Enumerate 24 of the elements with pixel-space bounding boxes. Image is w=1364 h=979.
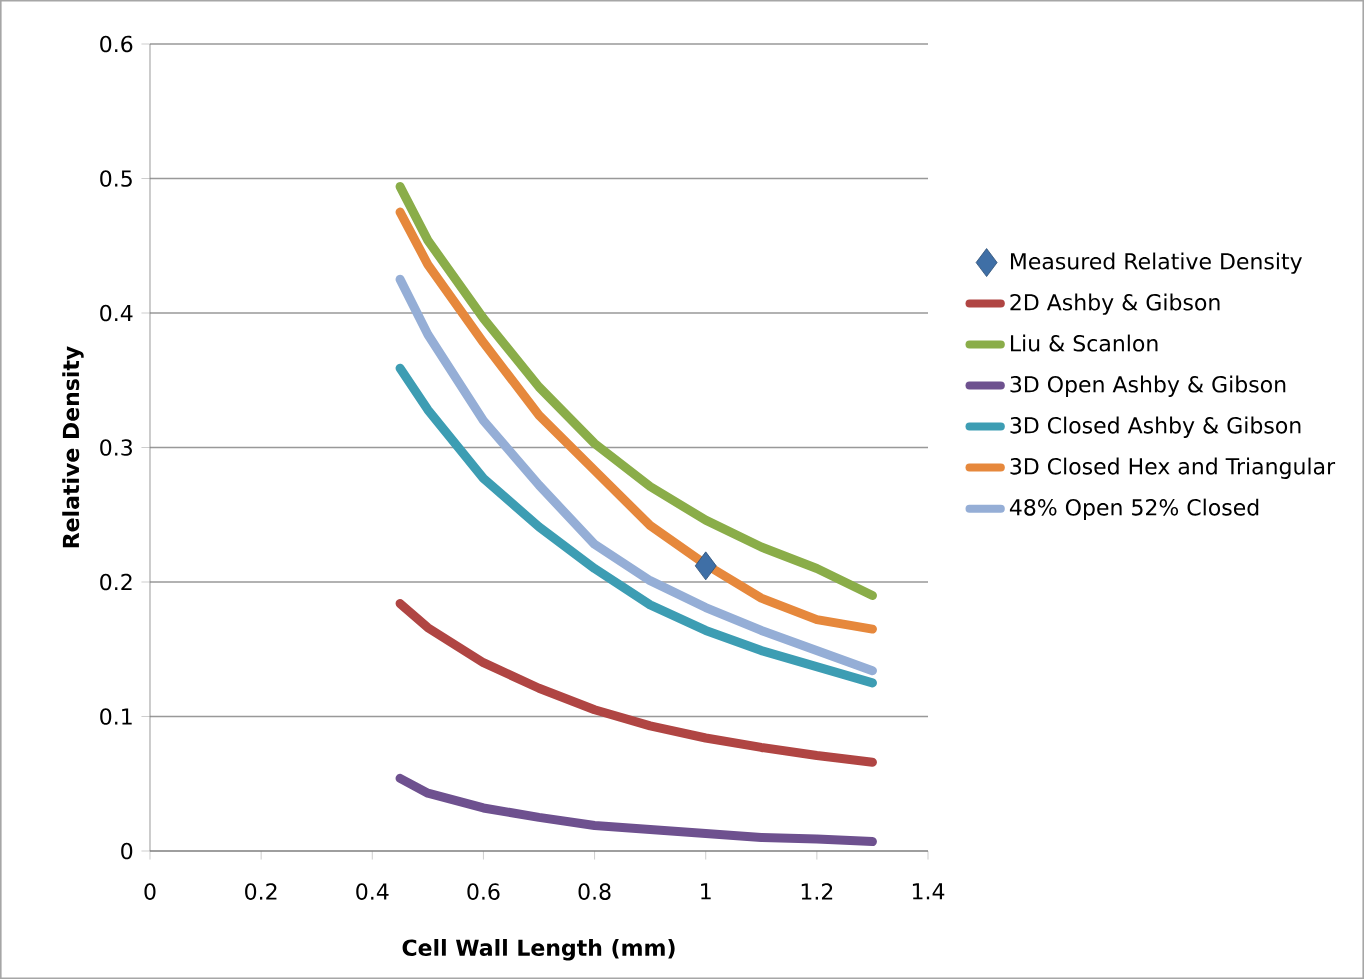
x-tick-label: 0 (144, 883, 156, 900)
legend-label: Liu & Scanlon (1010, 334, 1158, 352)
legend-label: 3D Closed Hex and Triangular (1010, 457, 1336, 479)
y-tick-label: 0.2 (100, 573, 132, 591)
y-tick-label: 0.3 (100, 439, 132, 456)
legend-label: 2D Ashby & Gibson (1010, 293, 1220, 315)
legend-label: 48% Open 52% Closed (1009, 498, 1259, 520)
x-tick-label: 0.4 (356, 883, 389, 900)
y-tick-label: 0.1 (100, 708, 132, 725)
x-tick-label: 0.6 (467, 883, 500, 900)
x-tick-label: 1.4 (912, 883, 945, 900)
y-tick-label: 0 (121, 842, 133, 860)
x-tick-label: 0.2 (245, 883, 277, 900)
legend-label: Measured Relative Density (1010, 252, 1302, 274)
y-tick-label: 0.5 (100, 170, 132, 187)
y-axis-title: Relative Density (62, 346, 84, 548)
x-tick-label: 0.8 (578, 883, 611, 900)
legend-label: 3D Closed Ashby & Gibson (1010, 416, 1301, 438)
x-tick-label: 1.2 (801, 883, 833, 900)
y-tick-label: 0.4 (100, 304, 133, 322)
x-axis-title: Cell Wall Length (mm) (402, 938, 675, 961)
legend-label: 3D Open Ashby & Gibson (1010, 375, 1286, 397)
y-tick-label: 0.6 (100, 35, 133, 53)
x-tick-label: 1 (701, 883, 711, 900)
